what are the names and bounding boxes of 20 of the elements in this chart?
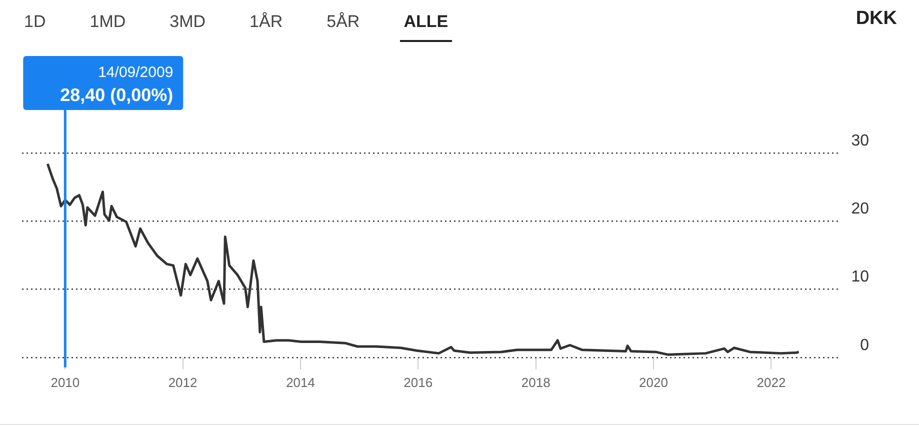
text: 14/09/2009 xyxy=(98,64,174,81)
text: 3MD xyxy=(168,11,207,33)
x-tick-label: 2012 xyxy=(168,374,198,390)
x-tick-label: 2020 xyxy=(639,374,668,390)
x-tick-label: 2018 xyxy=(521,374,550,390)
text: 1ÅR xyxy=(248,11,284,33)
text: ALLE xyxy=(400,10,452,42)
x-tick-label: 2022 xyxy=(756,374,786,390)
text: DKK xyxy=(856,8,897,30)
y-tick-label: 0 xyxy=(860,336,870,354)
y-tick-label: 30 xyxy=(851,132,870,150)
text: 5ÅR xyxy=(326,11,361,33)
text: 1MD xyxy=(88,11,127,33)
y-tick-label: 10 xyxy=(851,268,870,286)
x-tick-label: 2010 xyxy=(50,374,80,390)
text: 28,40 (0,00%) xyxy=(60,85,174,105)
x-tick-label: 2014 xyxy=(286,374,315,390)
y-tick-label: 20 xyxy=(851,200,870,218)
x-tick-label: 2016 xyxy=(404,374,433,390)
text: 1D xyxy=(23,11,47,33)
